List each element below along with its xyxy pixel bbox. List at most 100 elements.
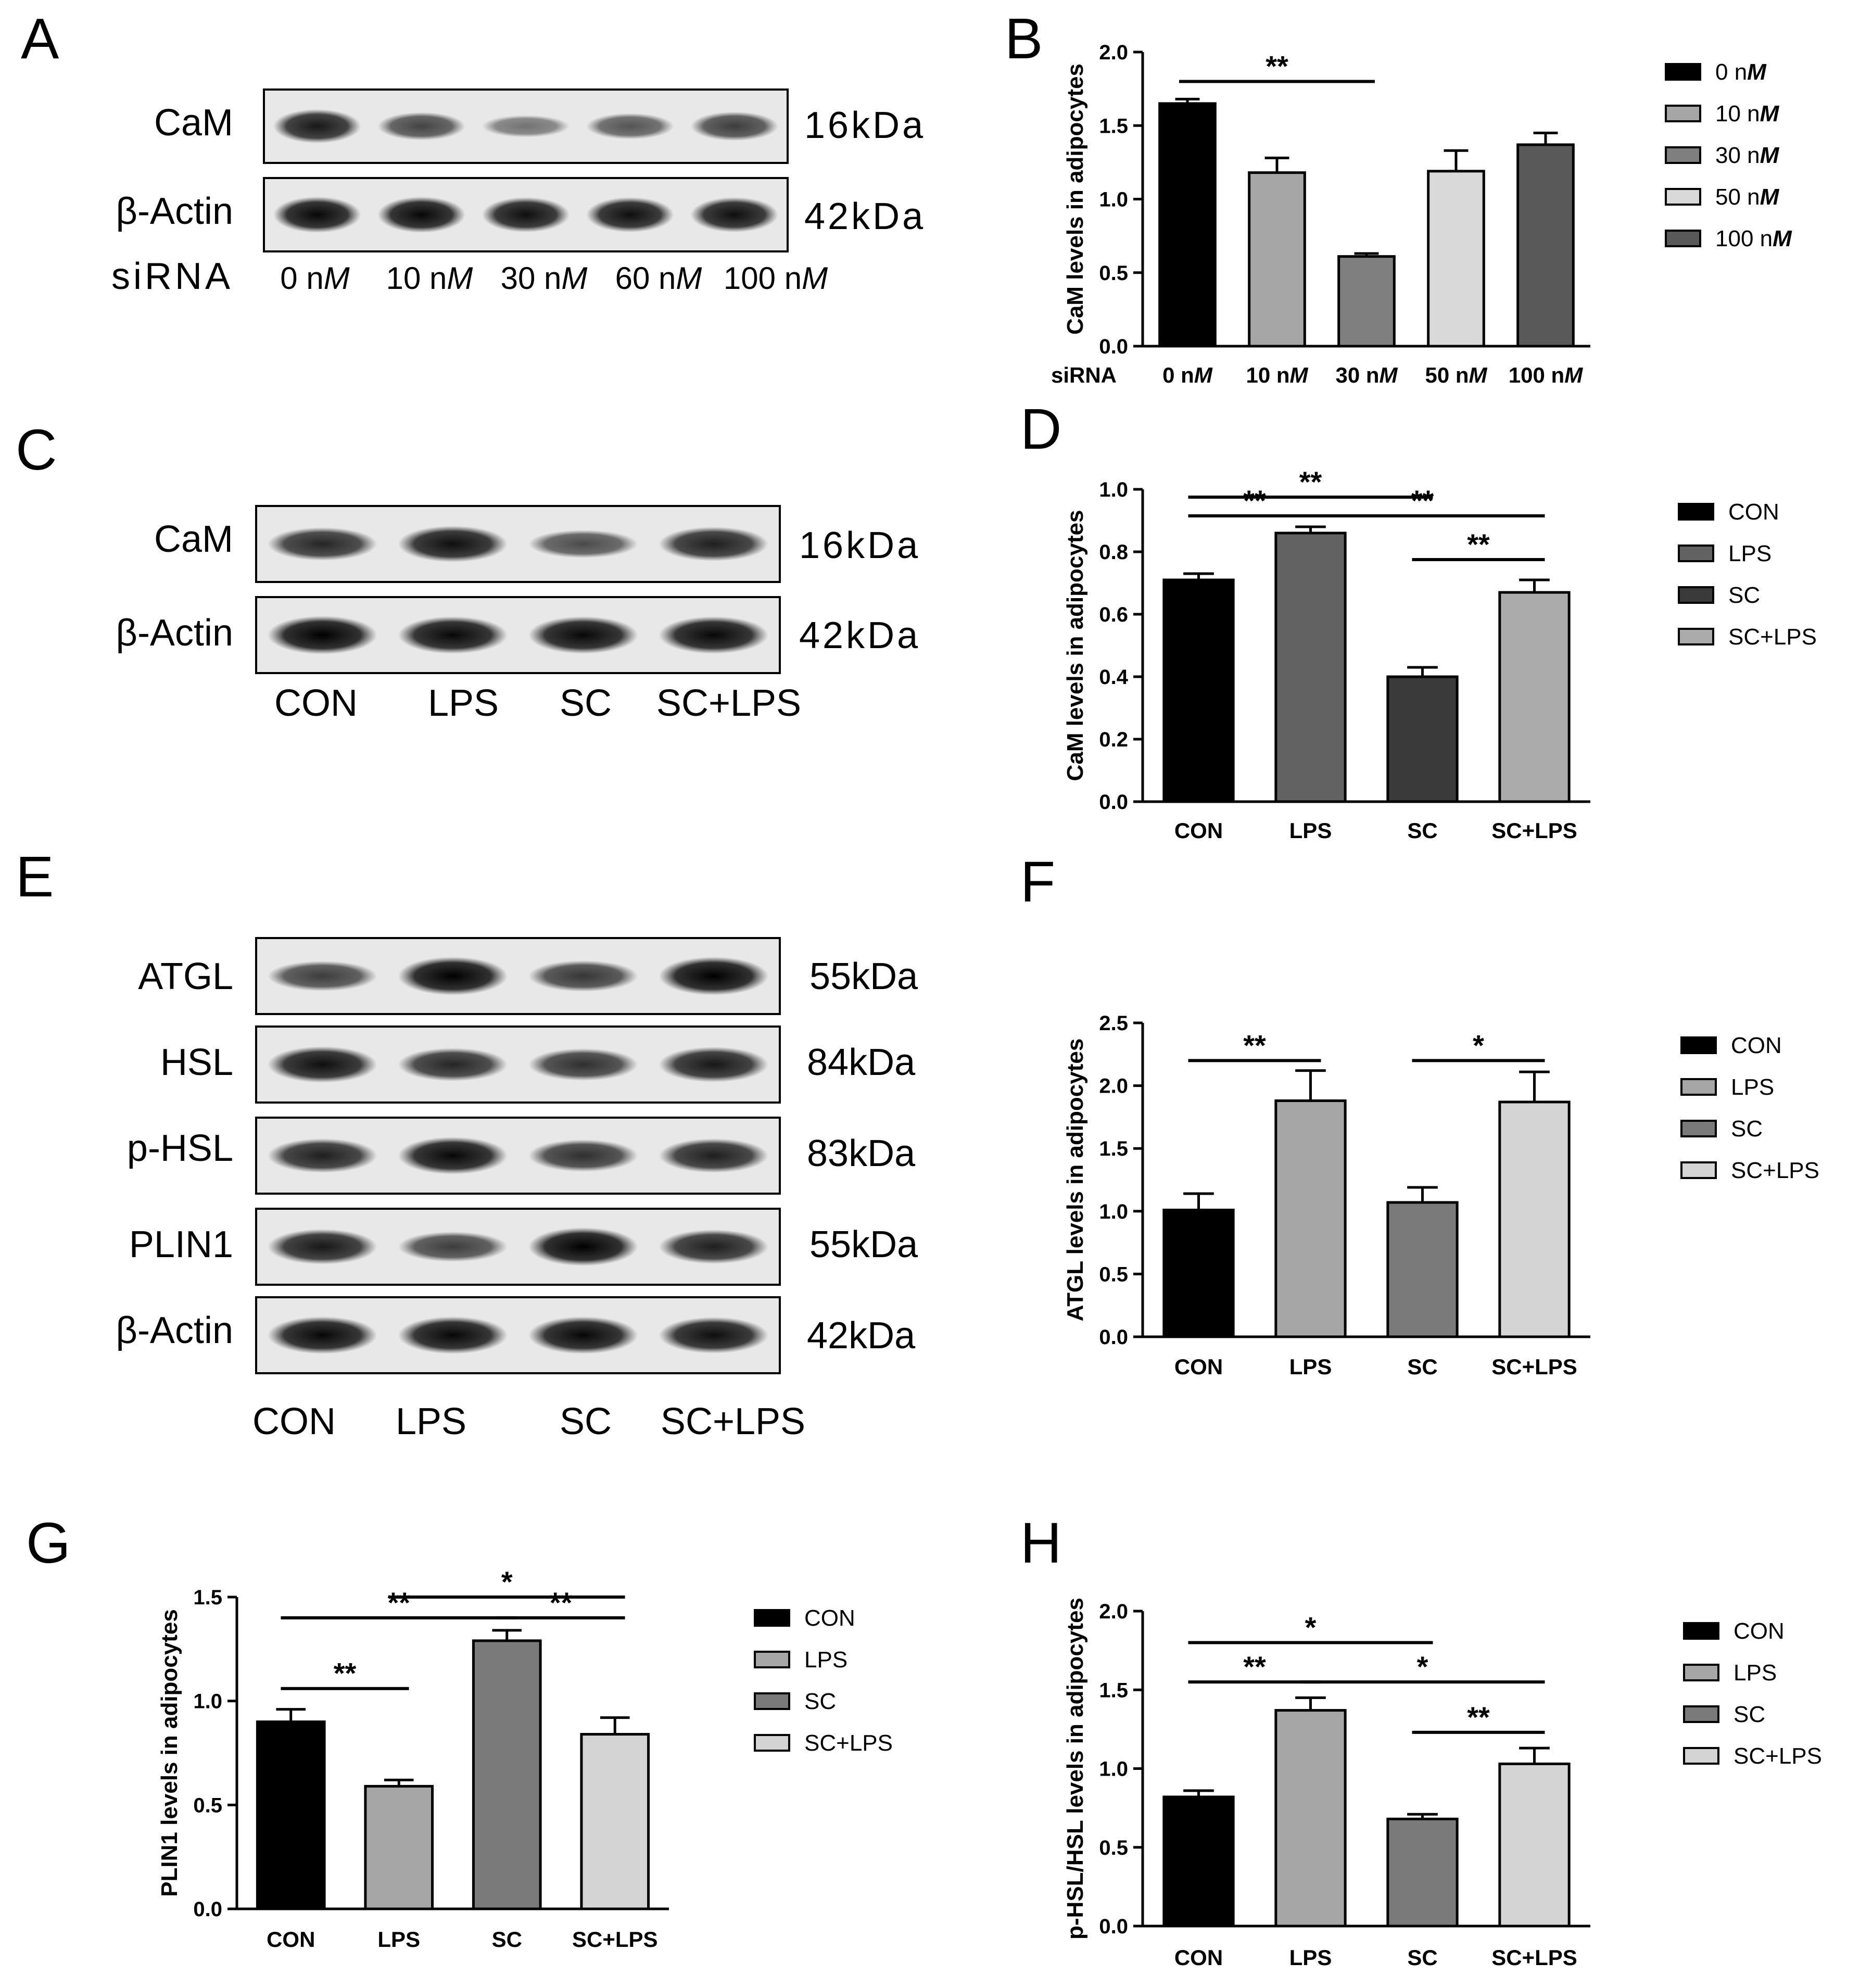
blot-band — [398, 1316, 508, 1354]
blot-e-strip-plin1 — [255, 1208, 781, 1286]
blot-band — [528, 960, 638, 992]
y-tick-label: 1.0 — [1099, 478, 1128, 501]
significance-label: ** — [1243, 1650, 1266, 1683]
blot-band — [659, 1138, 768, 1173]
panel-letter-d: D — [1020, 397, 1062, 461]
blot-band — [398, 957, 508, 995]
x-tick-label: SC+LPS — [1491, 818, 1577, 843]
blot-c-lane-sc: SC — [559, 682, 612, 724]
legend-label: SC — [1734, 1702, 1765, 1727]
y-axis-label: CaM levels in adipocytes — [1062, 64, 1088, 335]
y-tick-label: 1.5 — [1099, 1137, 1128, 1160]
blot-e-kda-phsl: 83kDa — [807, 1133, 916, 1174]
x-tick-label: LPS — [1289, 1354, 1332, 1379]
blot-band — [268, 1046, 377, 1083]
x-tick-label: LPS — [1289, 1945, 1332, 1970]
blot-c-strip-actin — [255, 596, 781, 674]
bar-50n — [1427, 170, 1485, 348]
panel-letter-a: A — [21, 7, 59, 71]
y-tick-label: 2.0 — [1099, 1075, 1128, 1098]
y-tick-label: 0.6 — [1099, 603, 1128, 626]
bar-lps — [364, 1784, 434, 1910]
blot-band — [482, 197, 570, 233]
chart-h: 0.0 0.5 1.0 1.5 2.0 p-HSL/HSL levels in adipo… — [1062, 1598, 1822, 1970]
legend-label: SC+LPS — [1731, 1158, 1819, 1183]
blot-c-row-label-cam: CaM — [154, 518, 233, 560]
significance-label: ** — [550, 1586, 573, 1619]
significance-label: * — [1473, 1029, 1484, 1061]
legend-label: LPS — [1731, 1074, 1774, 1100]
blot-e-strip-phsl — [255, 1117, 781, 1195]
blot-band — [268, 616, 377, 654]
blot-c-row-label-actin: β-Actin — [116, 612, 233, 654]
legend-label: SC — [1731, 1116, 1763, 1142]
legend-swatch — [1678, 586, 1714, 604]
bar-sc — [1386, 1817, 1459, 1928]
y-tick-label: 0.5 — [1099, 1263, 1128, 1286]
blot-band — [586, 113, 674, 140]
significance-label: ** — [1243, 1029, 1266, 1061]
significance-label: * — [501, 1565, 513, 1598]
blot-band — [268, 961, 377, 991]
legend-swatch — [1678, 628, 1714, 645]
legend-swatch — [1683, 1705, 1719, 1723]
blot-e-kda-actin: 42kDa — [807, 1315, 916, 1357]
blot-band — [268, 1316, 377, 1354]
blot-band — [268, 527, 377, 561]
panel-letter-c: C — [16, 418, 57, 482]
blot-a-sirna-title: siRNA — [111, 256, 233, 297]
blot-e-kda-atgl: 55kDa — [809, 956, 918, 997]
bar-con — [1162, 578, 1235, 803]
legend-swatch — [1665, 105, 1701, 122]
x-tick-label: CON — [1174, 1945, 1223, 1970]
blot-band — [398, 1232, 508, 1262]
y-tick-label: 0.0 — [1099, 1915, 1128, 1938]
blot-band — [659, 1317, 768, 1353]
legend-swatch — [754, 1734, 790, 1752]
y-tick-label: 1.0 — [1099, 188, 1128, 211]
blot-band — [528, 530, 638, 558]
bar-lps — [1274, 1709, 1347, 1928]
legend-label: 50 nM — [1715, 184, 1780, 210]
legend-label: SC — [804, 1689, 836, 1714]
y-tick-label: 2.0 — [1099, 1600, 1128, 1623]
significance-label: ** — [1411, 484, 1434, 517]
y-tick-label: 2.0 — [1099, 41, 1128, 64]
panel-letter-f: F — [1020, 850, 1056, 914]
y-axis-label: p-HSL/HSL levels in adipocytes — [1062, 1598, 1088, 1940]
y-tick-label: 1.5 — [1099, 1679, 1128, 1702]
blot-c-lane-lps: LPS — [427, 682, 499, 724]
blot-e-row-label-actin: β-Actin — [116, 1310, 233, 1351]
bar-sc — [472, 1639, 542, 1910]
bar-sc — [1386, 1201, 1459, 1338]
blot-band — [690, 197, 778, 233]
legend-swatch — [1665, 188, 1701, 206]
bar-con — [1162, 1795, 1235, 1928]
bar-lps — [1274, 1099, 1347, 1338]
blot-band — [690, 111, 778, 141]
x-tick-label: SC — [1407, 1945, 1437, 1970]
panel-letter-b: B — [1005, 7, 1043, 71]
legend-label: 100 nM — [1715, 226, 1792, 251]
blot-c-lane-sc-lps: SC+LPS — [656, 682, 802, 724]
chart-b: 0.0 0.5 1.0 1.5 2.0 CaM levels in adipocytes 0… — [1051, 41, 1792, 387]
blot-a-lane-0: 0 nM — [280, 261, 350, 296]
legend-label: LPS — [1734, 1660, 1777, 1686]
significance-label: ** — [1266, 50, 1288, 83]
y-tick-label: 0.0 — [1099, 1326, 1128, 1349]
bar-con — [256, 1720, 326, 1910]
blot-band — [659, 957, 768, 995]
legend-label: 30 nM — [1715, 143, 1780, 168]
blot-band — [482, 115, 570, 137]
chart-f: 0.0 0.5 1.0 1.5 2.0 2.5 ATGL levels in adipocy… — [1062, 1012, 1819, 1379]
blot-band — [659, 1047, 768, 1082]
blot-band — [398, 526, 508, 562]
bar-sc — [1386, 675, 1459, 803]
x-tick-label: 100 nM — [1509, 363, 1583, 387]
blot-band — [528, 1048, 638, 1081]
blot-e-kda-hsl: 84kDa — [807, 1042, 916, 1083]
y-tick-label: 1.0 — [1099, 1758, 1128, 1781]
legend-label: LPS — [1728, 541, 1772, 566]
significance-label: ** — [1243, 484, 1266, 517]
